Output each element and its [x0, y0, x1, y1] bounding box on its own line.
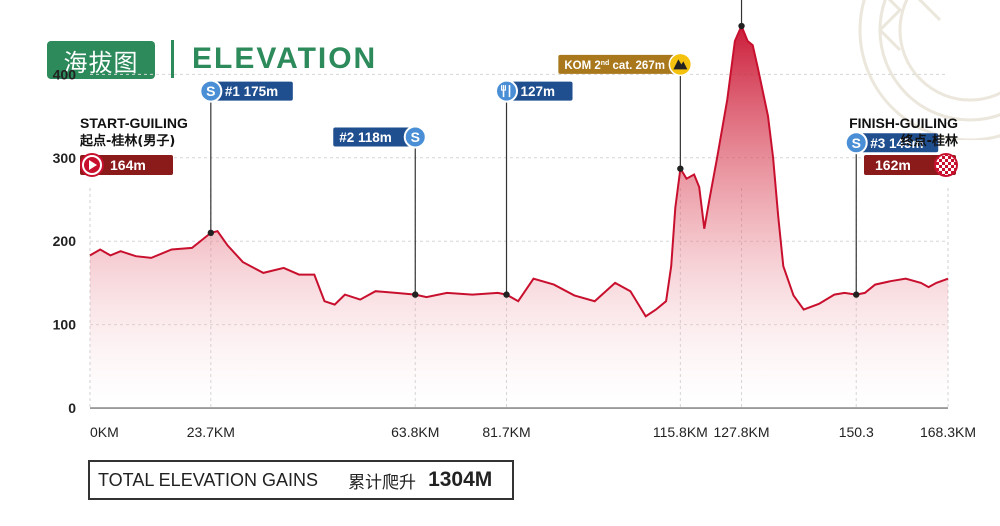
x-tick-label: 81.7KM — [482, 424, 530, 440]
marker-kom: KOM 2nd cat. 267m — [558, 52, 693, 172]
x-axis: 0KM 23.7KM 63.8KM 81.7KM 115.8KM 127.8KM 150.3… — [90, 424, 976, 440]
kom-label: KOM 2nd cat. 267m — [564, 60, 665, 72]
sprint-flag — [856, 133, 939, 153]
sprint-label: #2 118m — [339, 130, 392, 145]
profile-area-layer — [89, 23, 949, 408]
title-chinese-badge: 海拔图 — [47, 41, 155, 79]
elevation-line — [89, 23, 949, 318]
sprint-label: #1 175m — [225, 84, 278, 99]
marker-sprint: #1 175m S — [199, 79, 293, 237]
total-label-cn: 累计爬升 — [348, 472, 417, 493]
sprint-icon — [403, 125, 427, 149]
x-tick-label: 127.8KM — [714, 424, 770, 440]
marker-point — [853, 291, 860, 298]
y-tick-label: 300 — [53, 150, 77, 166]
feed-label: 127m — [521, 84, 556, 99]
x-tick-label: 23.7KM — [187, 424, 235, 440]
total-label-en: TOTAL ELEVATION GAINS — [98, 469, 319, 490]
y-axis: 0100200300400500 — [53, 66, 77, 416]
marker-point — [207, 229, 215, 237]
decorative-seal-pattern — [858, 0, 1000, 140]
x-tick-label: 150.3 — [839, 424, 874, 440]
total-elevation-box: TOTAL ELEVATION GAINS 累计爬升 1304M — [88, 460, 514, 500]
finish-label-cn: 终点-桂林 — [901, 133, 958, 149]
sprint-s-glyph: S — [852, 135, 861, 151]
elevation-area — [90, 26, 948, 408]
finish-elevation: 162m — [875, 157, 911, 173]
y-tick-label: 100 — [53, 317, 77, 333]
markers-layer: #1 175m S #2 118m S 127m KOM 2nd cat. 267m KOM… — [199, 0, 939, 298]
start-label-en: START-GUILING — [80, 115, 188, 131]
marker-kom: KOM 1st cat. 421m — [738, 0, 745, 30]
feed-flag — [506, 81, 573, 101]
finish-flag: 162m — [864, 153, 958, 177]
sprint-s-glyph: S — [411, 129, 420, 145]
page-title: ELEVATION — [192, 42, 378, 75]
start-elevation: 164m — [110, 157, 146, 173]
title-divider — [171, 40, 174, 78]
marker-point — [412, 291, 419, 298]
marker-point — [503, 291, 510, 298]
feed-zone-icon — [495, 79, 519, 103]
marker-point — [738, 22, 745, 30]
x-tick-label: 115.8KM — [653, 424, 708, 440]
y-tick-label: 400 — [53, 66, 77, 82]
y-tick-label: 200 — [53, 233, 77, 249]
sprint-flag — [333, 127, 416, 147]
kom-flag — [558, 54, 681, 74]
start-flag: 164m — [80, 153, 173, 177]
sprint-flag — [210, 81, 293, 101]
start-label-cn: 起点-桂林(男子) — [79, 133, 175, 149]
x-tick-label: 0KM — [90, 424, 119, 440]
sprint-label: #3 145m — [870, 136, 923, 151]
checkered-flag-icon — [934, 153, 958, 177]
marker-sprint: #3 145m S — [844, 131, 939, 298]
marker-point — [677, 165, 684, 172]
x-tick-label: 168.3KM — [920, 424, 976, 440]
sprint-s-glyph: S — [206, 83, 215, 99]
x-tick-label: 63.8KM — [391, 424, 439, 440]
marker-feed: 127m — [495, 79, 573, 298]
finish-label-en: FINISH-GUILING — [849, 115, 958, 131]
total-value: 1304M — [428, 468, 493, 491]
y-tick-label: 0 — [68, 400, 76, 416]
sprint-icon — [199, 79, 223, 103]
marker-sprint: #2 118m S — [333, 125, 427, 298]
sprint-icon — [844, 131, 868, 155]
